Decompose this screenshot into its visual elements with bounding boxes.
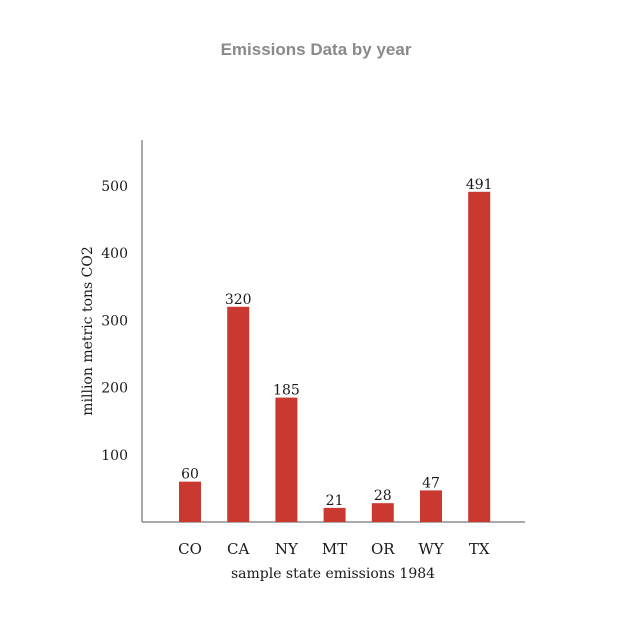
x-axis-label: sample state emissions 1984: [231, 566, 435, 582]
chart-title: Emissions Data by year: [220, 40, 412, 59]
x-category-label: CA: [227, 540, 249, 558]
bar-mt: [323, 507, 346, 522]
x-category-label: NY: [275, 540, 299, 558]
bar-wy: [420, 490, 442, 522]
y-tick-label: 300: [101, 313, 128, 329]
bar-value-label: 47: [422, 475, 440, 491]
y-tick-label: 100: [101, 448, 128, 464]
y-tick-label: 400: [101, 246, 128, 262]
x-category-label: TX: [469, 540, 490, 558]
x-category-label: MT: [322, 540, 347, 558]
bar-value-label: 185: [273, 383, 300, 399]
bar-or: [371, 503, 394, 522]
y-tick-label: 200: [101, 381, 128, 397]
x-category-label: OR: [371, 540, 395, 558]
bar-value-label: 21: [326, 493, 344, 509]
bar-ca: [227, 306, 250, 522]
x-category-label: CO: [178, 540, 202, 558]
bar-ny: [275, 397, 298, 522]
bar-value-label: 60: [181, 467, 199, 483]
bar-tx: [468, 191, 491, 523]
y-axis-label: million metric tons CO2: [80, 246, 96, 416]
x-categories: CO CA NY MT OR WY TX: [178, 540, 490, 558]
y-ticks: 100 200 300 400 500: [101, 179, 128, 464]
bar-value-label: 491: [466, 177, 493, 193]
x-category-label: WY: [418, 540, 444, 558]
bar-value-label: 320: [225, 292, 252, 308]
bar-value-label: 28: [374, 488, 392, 504]
y-tick-label: 500: [101, 179, 128, 195]
value-labels: 60 320 185 21 28 47 491: [181, 177, 492, 509]
bar-co: [179, 481, 201, 522]
bars: [179, 191, 491, 523]
